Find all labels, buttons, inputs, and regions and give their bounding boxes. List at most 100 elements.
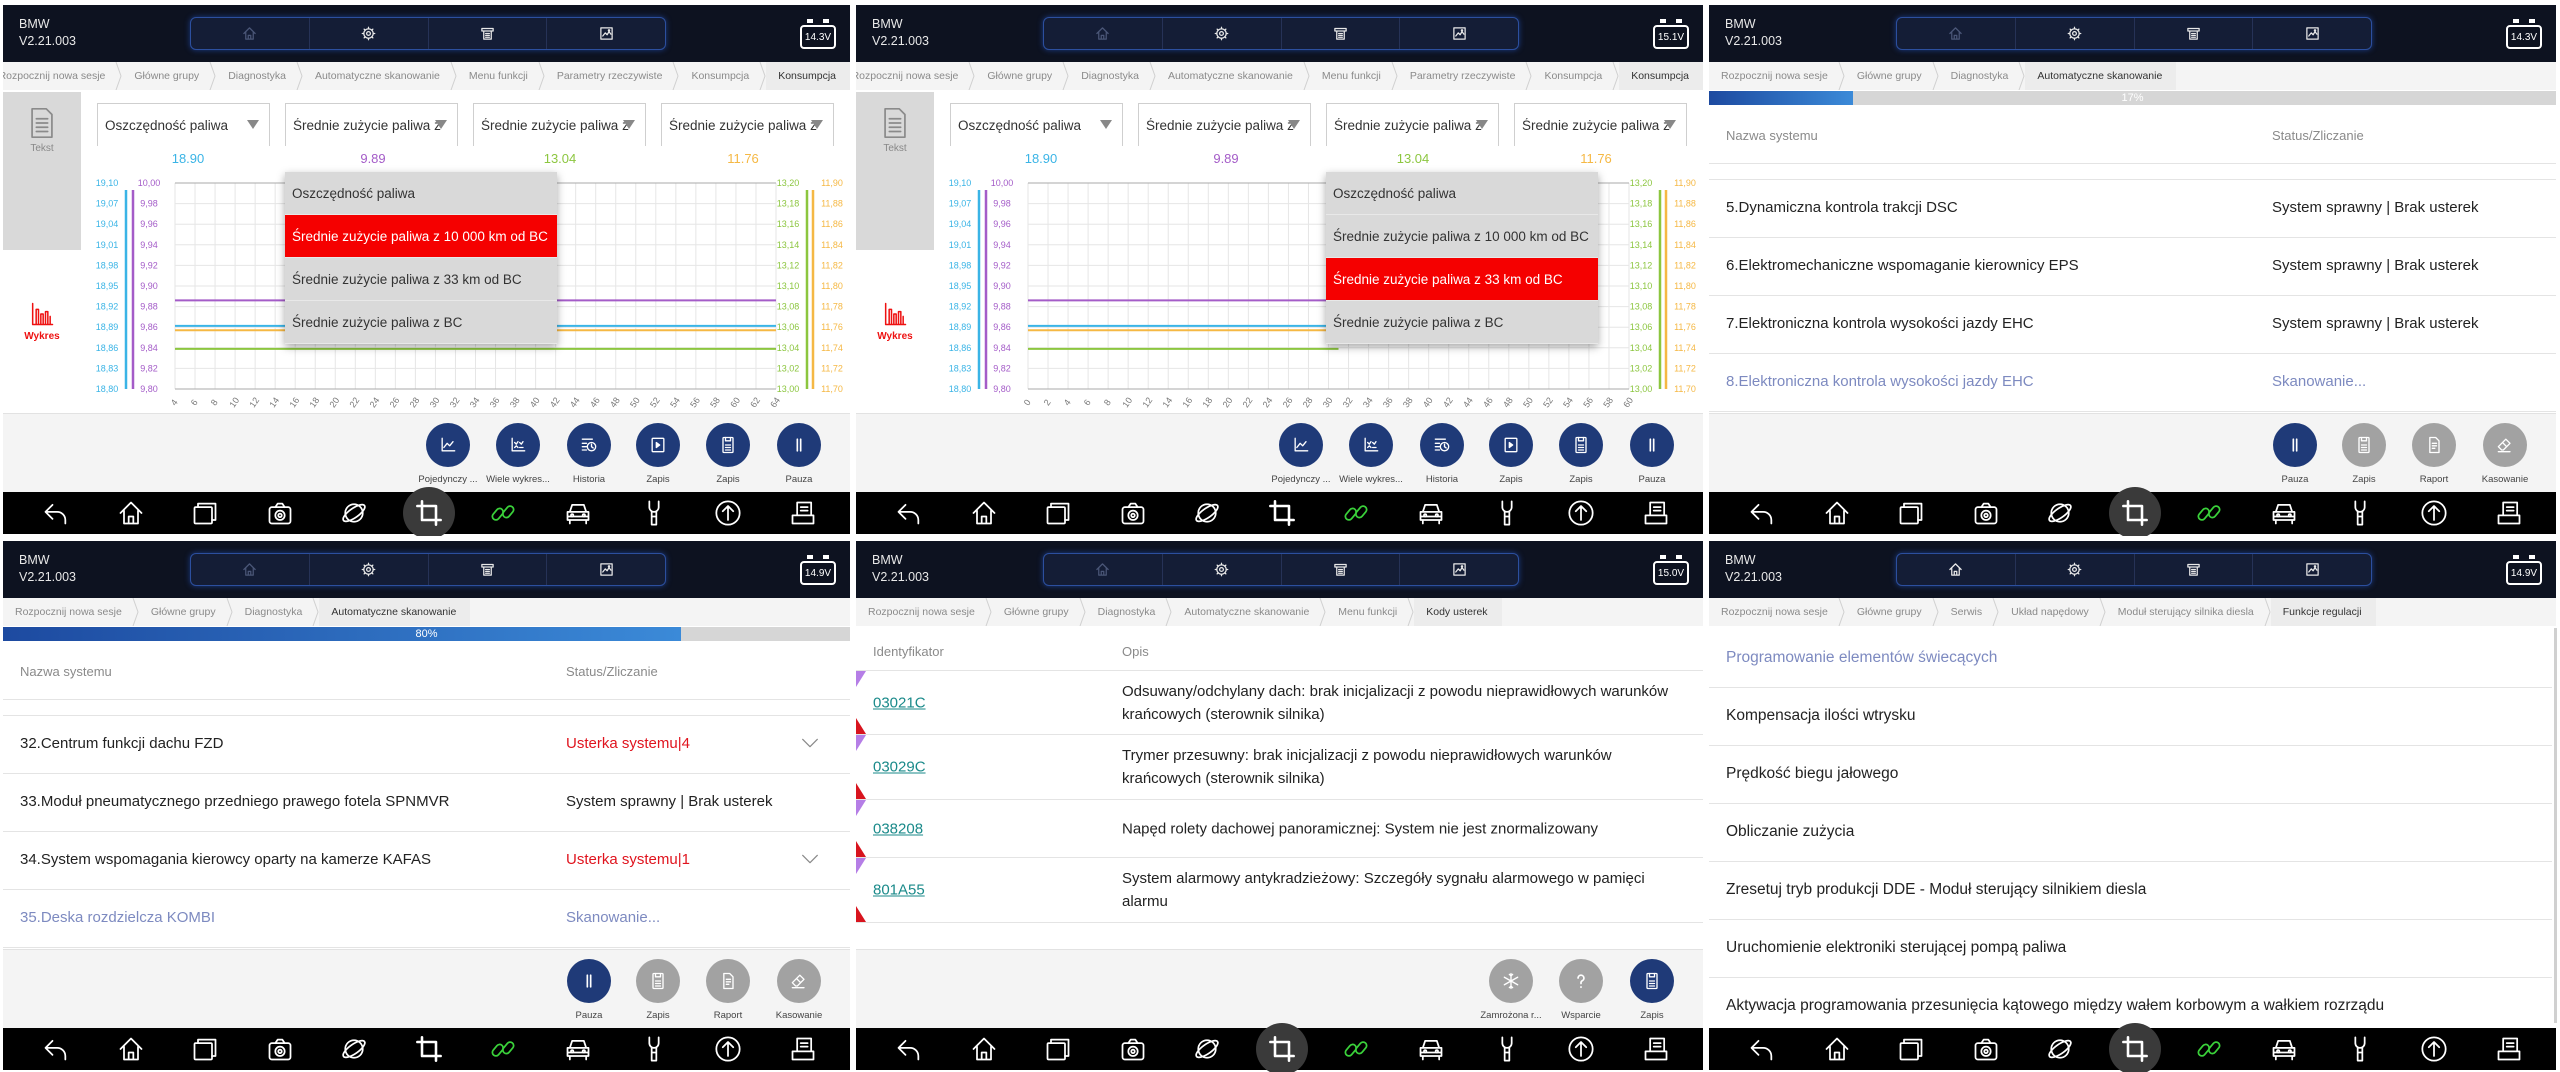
nav-button-crop[interactable]: [1260, 492, 1304, 534]
zapis-button[interactable]: Zapis: [693, 423, 763, 485]
fault-code-link[interactable]: 03021C: [873, 694, 926, 711]
nav-button-browser[interactable]: [332, 492, 376, 534]
text-view-button[interactable]: Tekst: [3, 92, 81, 250]
parameter-dropdown[interactable]: Oszczędność paliwa: [97, 103, 270, 146]
nav-button-link[interactable]: [2187, 492, 2231, 534]
breadcrumb-item[interactable]: Konsumpcja: [766, 62, 850, 90]
nav-button-crop[interactable]: [403, 487, 455, 536]
header-button-image[interactable]: [1400, 18, 1518, 49]
breadcrumb-item[interactable]: Menu funkcji: [457, 62, 545, 90]
pauza-button[interactable]: Pauza: [1617, 423, 1687, 485]
breadcrumb-item[interactable]: Diagnostyka: [233, 598, 320, 626]
header-button-home[interactable]: [191, 18, 310, 49]
nav-button-upload[interactable]: [2412, 492, 2456, 534]
parameter-dropdown[interactable]: Średnie zużycie paliwa z 10 000 km od BC: [285, 103, 458, 146]
breadcrumb-item[interactable]: Rozpocznij nowa sesje: [3, 598, 139, 626]
kasowanie-button[interactable]: Kasowanie: [764, 959, 834, 1021]
nav-button-wrench[interactable]: [2338, 492, 2382, 534]
nav-button-home[interactable]: [109, 1028, 153, 1070]
nav-button-camera[interactable]: [258, 1028, 302, 1070]
nav-button-crop[interactable]: [1256, 1023, 1308, 1072]
function-list-item[interactable]: Zresetuj tryb produkcji DDE - Moduł ster…: [1709, 862, 2552, 920]
header-button-home[interactable]: [1044, 18, 1163, 49]
header-button-gear[interactable]: [2016, 18, 2135, 49]
zapis-button[interactable]: Zapis: [1476, 423, 1546, 485]
breadcrumb-item[interactable]: Serwis: [1939, 598, 2000, 626]
nav-button-browser[interactable]: [1185, 1028, 1229, 1070]
header-button-gear[interactable]: [1163, 18, 1282, 49]
nav-button-camera[interactable]: [1964, 1028, 2008, 1070]
raport-button[interactable]: Raport: [2399, 423, 2469, 485]
breadcrumb-item[interactable]: Automatyczne skanowanie: [319, 598, 471, 626]
header-button-home[interactable]: [1897, 18, 2016, 49]
nav-button-home[interactable]: [1815, 1028, 1859, 1070]
pauza-button[interactable]: Pauza: [554, 959, 624, 1021]
breadcrumb-item[interactable]: Menu funkcji: [1310, 62, 1398, 90]
table-row[interactable]: 8.Elektroniczna kontrola wysokości jazdy…: [1709, 354, 2556, 412]
breadcrumb-item[interactable]: Rozpocznij nowa sesje: [856, 598, 992, 626]
breadcrumb-item[interactable]: Konsumpcja: [1532, 62, 1619, 90]
header-button-image[interactable]: [2253, 18, 2371, 49]
nav-button-home[interactable]: [109, 492, 153, 534]
nav-button-link[interactable]: [481, 1028, 525, 1070]
header-button-image[interactable]: [547, 554, 665, 585]
nav-button-link[interactable]: [1334, 1028, 1378, 1070]
parameter-dropdown[interactable]: Średnie zużycie paliwa z 33 km od BC: [1326, 103, 1499, 146]
breadcrumb-item[interactable]: Główne grupy: [975, 62, 1069, 90]
table-row[interactable]: 5.Dynamiczna kontrola trakcji DSC System …: [1709, 180, 2556, 238]
fault-code-link[interactable]: 801A55: [873, 881, 925, 899]
fault-code-row[interactable]: 03021C Odsuwany/odchylany dach: brak inic…: [856, 671, 1703, 735]
table-row[interactable]: 7.Elektroniczna kontrola wysokości jazdy…: [1709, 296, 2556, 354]
nav-button-browser[interactable]: [1185, 492, 1229, 534]
pojedynczy-button[interactable]: Pojedynczy ...: [413, 423, 483, 485]
nav-button-camera[interactable]: [1964, 492, 2008, 534]
nav-button-crop[interactable]: [407, 1028, 451, 1070]
dropdown-option[interactable]: Średnie zużycie paliwa z 10 000 km od BC: [285, 215, 557, 258]
nav-button-upload[interactable]: [706, 492, 750, 534]
zapis-button[interactable]: Zapis: [623, 423, 693, 485]
breadcrumb-item[interactable]: Rozpocznij nowa sesje: [3, 62, 122, 90]
pojedynczy-button[interactable]: Pojedynczy ...: [1266, 423, 1336, 485]
header-button-image[interactable]: [1400, 554, 1518, 585]
nav-button-car[interactable]: [2262, 492, 2306, 534]
nav-button-document[interactable]: [781, 1028, 825, 1070]
nav-button-browser[interactable]: [2038, 492, 2082, 534]
header-button-printer[interactable]: [1282, 554, 1401, 585]
header-button-printer[interactable]: [429, 554, 548, 585]
table-row[interactable]: 32.Centrum funkcji dachu FZD Usterka syst…: [3, 716, 850, 774]
nav-button-upload[interactable]: [1559, 492, 1603, 534]
breadcrumb-item[interactable]: Diagnostyka: [1086, 598, 1173, 626]
breadcrumb-item[interactable]: Konsumpcja: [1619, 62, 1703, 90]
nav-button-back[interactable]: [1740, 1028, 1784, 1070]
parameter-dropdown[interactable]: Średnie zużycie paliwa z 10 000 km od BC: [1138, 103, 1311, 146]
dropdown-option[interactable]: Średnie zużycie paliwa z BC: [1326, 301, 1598, 344]
historia-button[interactable]: Historia: [1407, 423, 1477, 485]
nav-button-car[interactable]: [556, 1028, 600, 1070]
parameter-dropdown[interactable]: Średnie zużycie paliwa z BC: [1514, 103, 1687, 146]
text-view-button[interactable]: Tekst: [856, 92, 934, 250]
nav-button-windows[interactable]: [183, 1028, 227, 1070]
nav-button-windows[interactable]: [1889, 492, 1933, 534]
nav-button-crop[interactable]: [2109, 487, 2161, 536]
nav-button-upload[interactable]: [1559, 1028, 1603, 1070]
header-button-home[interactable]: [191, 554, 310, 585]
breadcrumb-item[interactable]: Diagnostyka: [1939, 62, 2026, 90]
zamrożona-r-button[interactable]: Zamrożona r...: [1476, 959, 1546, 1021]
nav-button-car[interactable]: [1409, 492, 1453, 534]
nav-button-home[interactable]: [962, 1028, 1006, 1070]
header-button-home[interactable]: [1897, 554, 2016, 585]
nav-button-camera[interactable]: [258, 492, 302, 534]
nav-button-browser[interactable]: [2038, 1028, 2082, 1070]
table-row[interactable]: 6.Elektromechaniczne wspomaganie kierown…: [1709, 238, 2556, 296]
fault-code-link[interactable]: 03029C: [873, 758, 926, 776]
nav-button-back[interactable]: [887, 492, 931, 534]
historia-button[interactable]: Historia: [554, 423, 624, 485]
nav-button-windows[interactable]: [1036, 1028, 1080, 1070]
function-list-item[interactable]: Kompensacja ilości wtrysku: [1709, 688, 2552, 746]
nav-button-link[interactable]: [1334, 492, 1378, 534]
dropdown-option[interactable]: Oszczędność paliwa: [1326, 172, 1598, 215]
fault-code-row[interactable]: 03029C Trymer przesuwny: brak inicjalizac…: [856, 735, 1703, 800]
breadcrumb-item[interactable]: Diagnostyka: [1069, 62, 1156, 90]
breadcrumb-item[interactable]: Konsumpcja: [679, 62, 766, 90]
header-button-gear[interactable]: [2016, 554, 2135, 585]
